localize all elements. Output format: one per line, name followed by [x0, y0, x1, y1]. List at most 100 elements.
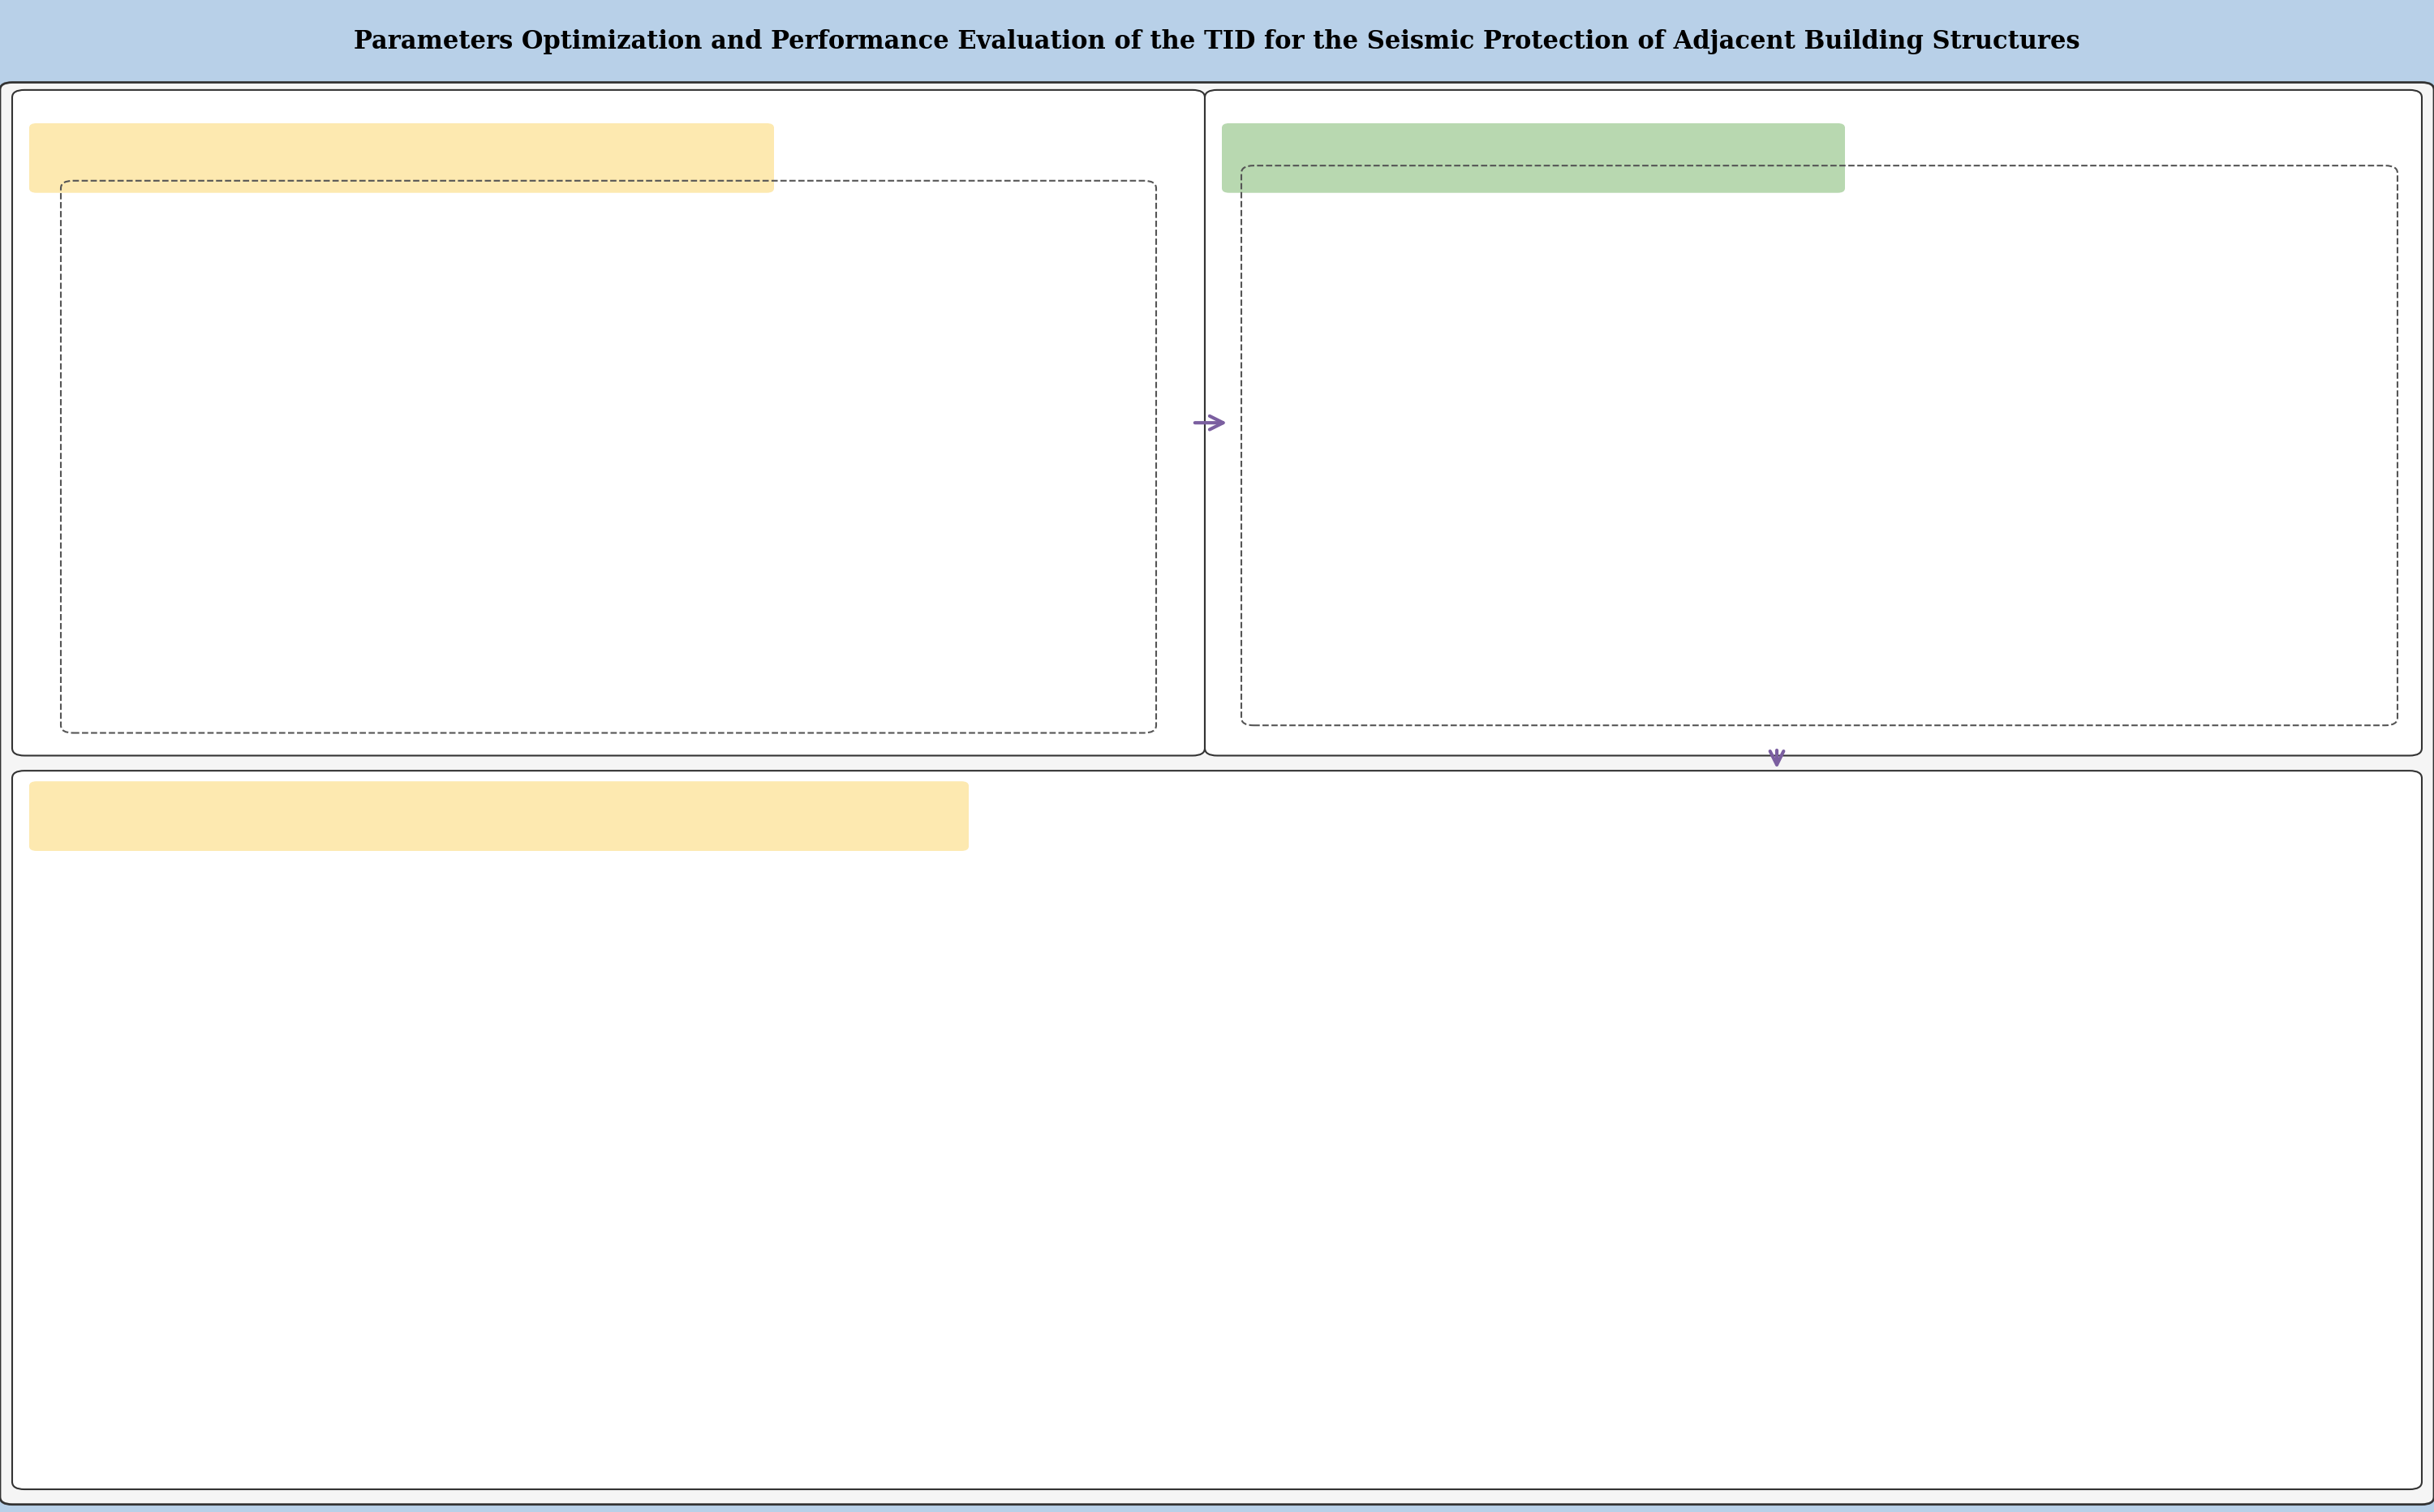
Uncontrolled — [343, 1045, 372, 1063]
Legend: Serial TID, Parallel TID: Serial TID, Parallel TID — [1429, 891, 1533, 927]
Serial TID — [1689, 987, 1718, 1005]
Parallel TID — [557, 1134, 587, 1152]
Parallel TID — [2220, 972, 2249, 990]
Text: $k_1$: $k_1$ — [501, 383, 514, 393]
Parallel TID — [183, 1107, 212, 1125]
Text: $k_2$: $k_2$ — [806, 550, 815, 562]
Serial TID — [183, 1326, 212, 1344]
Bar — [553, 526, 776, 624]
TMD — [1069, 1140, 1098, 1158]
Uncontrolled — [131, 1188, 161, 1207]
Parallel TID — [1202, 1140, 1232, 1158]
Serial TID — [1409, 1405, 1438, 1423]
Text: Parameters Optimization and Performance Evaluation of the TID for the Seismic Pr: Parameters Optimization and Performance … — [353, 29, 2081, 54]
Text: $m_d$: $m_d$ — [484, 562, 497, 572]
Text: $c_s$: $c_s$ — [660, 378, 669, 389]
Serial TID — [1777, 983, 1806, 1001]
Uncontrolled — [557, 1181, 587, 1199]
Parallel TID — [1777, 974, 1806, 992]
Text: $k_s$: $k_s$ — [772, 246, 781, 257]
Parallel TID — [163, 783, 192, 801]
Parallel TID — [131, 1164, 161, 1182]
Serial TID — [131, 1155, 161, 1173]
X-axis label: Normalized frequency α: Normalized frequency α — [1465, 718, 1602, 730]
Parallel TID — [343, 1169, 372, 1187]
Serial TID — [1069, 1139, 1098, 1157]
Serial TID — [190, 754, 219, 773]
Serial TID — [2220, 981, 2249, 999]
Line: Parallel TID: Parallel TID — [146, 792, 1217, 1512]
Text: $c_1$: $c_1$ — [504, 378, 514, 389]
TMD — [183, 1210, 212, 1228]
Serial TID — [2239, 981, 2268, 999]
Text: $c_d$: $c_d$ — [487, 342, 497, 352]
Line: Serial TID: Serial TID — [1424, 990, 2349, 1414]
Uncontrolled — [1202, 1142, 1232, 1160]
Serial TID — [2334, 981, 2363, 999]
TMD — [557, 1125, 587, 1143]
Line: Parallel TID: Parallel TID — [1424, 981, 2349, 1414]
Parallel TID — [1069, 1140, 1098, 1158]
Text: $k_s$: $k_s$ — [806, 290, 815, 301]
Serial TID — [557, 1146, 587, 1164]
Text: $c_d$: $c_d$ — [487, 591, 497, 600]
Bar — [453, 292, 531, 325]
Title: Right structure: Right structure — [2042, 194, 2144, 209]
Text: $x_2$: $x_2$ — [961, 460, 974, 470]
Serial TID — [192, 1459, 221, 1477]
Bar — [854, 265, 1078, 363]
Legend: Optimum serial TID, Optimum parallel TID, Optimum classic TMD, Uncontrolled: Optimum serial TID, Optimum parallel TID… — [1283, 216, 1404, 268]
TMD — [1202, 1140, 1232, 1158]
Title: El Centro: El Centro — [1845, 865, 1928, 881]
Parallel TID — [1453, 1213, 1482, 1231]
Uncontrolled — [455, 1259, 484, 1278]
Bar — [441, 227, 484, 417]
Uncontrolled — [173, 325, 202, 343]
Parallel TID — [1689, 978, 1718, 996]
Text: $m_2$: $m_2$ — [957, 569, 976, 582]
Text: $c_2$: $c_2$ — [961, 640, 971, 649]
Text: $x_d$: $x_d$ — [453, 209, 465, 219]
Title: El Centro: El Centro — [640, 865, 723, 881]
TMD — [1093, 1139, 1122, 1157]
Bar — [553, 265, 776, 363]
Text: $m_1$: $m_1$ — [655, 308, 674, 321]
TMD — [180, 706, 209, 724]
X-axis label: Time (s): Time (s) — [1862, 1438, 1911, 1450]
Parallel TID — [455, 1158, 484, 1176]
Bar — [453, 553, 531, 581]
Text: $m_2$: $m_2$ — [957, 308, 976, 321]
Title: Left structure: Left structure — [1487, 194, 1580, 209]
Line: Serial TID: Serial TID — [146, 764, 1217, 1468]
Y-axis label: Normalized displacement $|X_1\omega_1^2/\ddot{X}_g|$: Normalized displacement $|X_1\omega_1^2/… — [1236, 373, 1254, 534]
Text: $x_1$: $x_1$ — [630, 209, 643, 219]
Parallel TID — [1409, 1405, 1438, 1423]
Bar — [441, 488, 484, 652]
Line: Uncontrolled: Uncontrolled — [146, 334, 1217, 1512]
Text: $k_d$: $k_d$ — [514, 268, 523, 280]
Text: Frequency response analysis: Frequency response analysis — [1261, 151, 1553, 166]
X-axis label: Time (s): Time (s) — [657, 1438, 706, 1450]
Parallel TID — [2334, 972, 2363, 990]
X-axis label: Normalized frequency α: Normalized frequency α — [2025, 718, 2161, 730]
Text: $k_2$: $k_2$ — [806, 376, 815, 389]
Text: $x_1$: $x_1$ — [626, 460, 638, 470]
Line: TMD: TMD — [146, 715, 1217, 1512]
Bar — [1463, 1237, 1470, 1414]
Text: $c_2$: $c_2$ — [961, 378, 971, 389]
Bar — [854, 526, 1078, 624]
TMD — [343, 1126, 372, 1145]
TMD — [455, 1173, 484, 1191]
Serial TID — [1592, 1009, 1621, 1027]
Text: $\ddot{x}_g$: $\ddot{x}_g$ — [397, 446, 409, 461]
Uncontrolled — [1069, 1139, 1098, 1157]
Bar — [453, 331, 531, 363]
TMD — [131, 1136, 161, 1154]
Text: $\ddot{x}_g$: $\ddot{x}_g$ — [397, 668, 409, 683]
Text: Damping system  coupled with TID: Damping system coupled with TID — [73, 151, 426, 166]
FancyArrowPatch shape — [331, 293, 436, 302]
Text: Serial TID: Serial TID — [161, 286, 241, 301]
Y-axis label: Displacement (m): Displacement (m) — [80, 1093, 92, 1205]
Text: Time domain comparison and energy collection analysis: Time domain comparison and energy collec… — [56, 809, 628, 824]
Text: $x_2$: $x_2$ — [932, 209, 944, 219]
